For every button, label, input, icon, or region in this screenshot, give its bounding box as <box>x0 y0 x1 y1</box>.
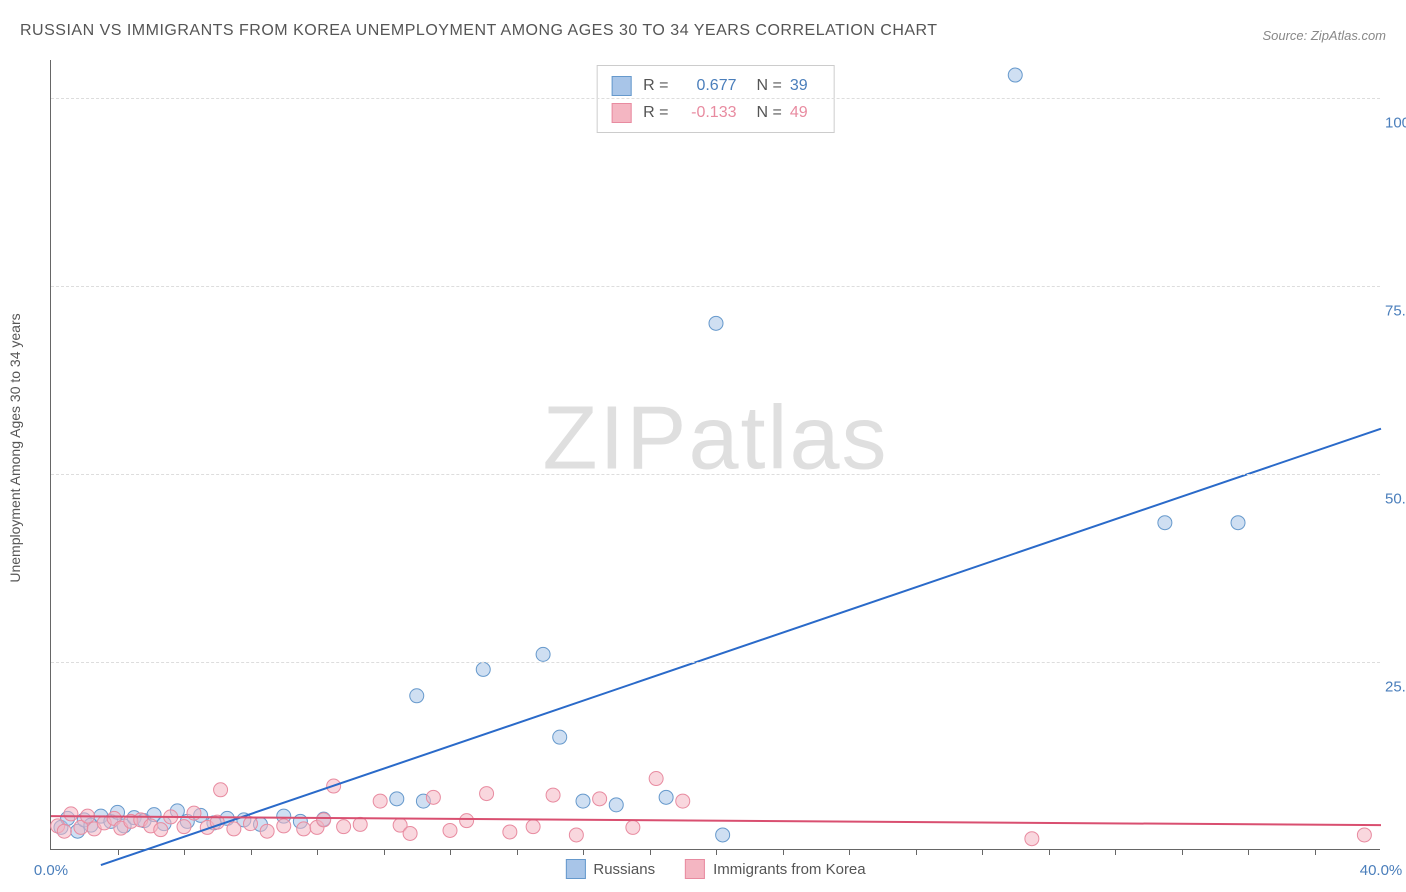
x-minor-tick <box>1115 849 1116 855</box>
data-point <box>546 788 560 802</box>
data-point <box>460 814 474 828</box>
legend-item-russians: Russians <box>565 859 655 879</box>
data-point <box>154 823 168 837</box>
y-tick-label: 25.0% <box>1385 678 1406 695</box>
data-point <box>576 794 590 808</box>
x-minor-tick <box>118 849 119 855</box>
data-point <box>569 828 583 842</box>
x-minor-tick <box>317 849 318 855</box>
data-point <box>709 316 723 330</box>
data-point <box>244 817 258 831</box>
data-point <box>410 689 424 703</box>
x-minor-tick <box>517 849 518 855</box>
data-point <box>227 822 241 836</box>
x-minor-tick <box>982 849 983 855</box>
x-minor-tick <box>184 849 185 855</box>
data-point <box>1357 828 1371 842</box>
x-minor-tick <box>783 849 784 855</box>
data-point <box>317 813 331 827</box>
x-minor-tick <box>450 849 451 855</box>
x-minor-tick <box>1315 849 1316 855</box>
grid-line <box>51 286 1380 287</box>
x-minor-tick <box>384 849 385 855</box>
legend-item-korea: Immigrants from Korea <box>685 859 866 879</box>
data-point <box>659 790 673 804</box>
y-axis-label: Unemployment Among Ages 30 to 34 years <box>7 313 23 582</box>
data-point <box>403 826 417 840</box>
x-minor-tick <box>251 849 252 855</box>
data-point <box>1231 516 1245 530</box>
grid-line <box>51 474 1380 475</box>
data-point <box>443 823 457 837</box>
data-point <box>536 647 550 661</box>
data-point <box>503 825 517 839</box>
data-point <box>277 819 291 833</box>
data-point <box>480 787 494 801</box>
data-point <box>373 794 387 808</box>
legend-label-korea: Immigrants from Korea <box>713 861 866 878</box>
x-minor-tick <box>916 849 917 855</box>
data-point <box>57 824 71 838</box>
x-tick-label: 0.0% <box>34 862 68 879</box>
data-point <box>593 792 607 806</box>
data-point <box>1158 516 1172 530</box>
data-point <box>716 828 730 842</box>
chart-svg <box>51 60 1380 849</box>
data-point <box>214 783 228 797</box>
data-point <box>426 790 440 804</box>
x-minor-tick <box>716 849 717 855</box>
data-point <box>476 662 490 676</box>
x-tick-label: 40.0% <box>1360 862 1403 879</box>
x-minor-tick <box>650 849 651 855</box>
x-minor-tick <box>1182 849 1183 855</box>
data-point <box>626 820 640 834</box>
y-tick-label: 75.0% <box>1385 302 1406 319</box>
trend-line <box>101 429 1381 865</box>
swatch-korea-bottom <box>685 859 705 879</box>
data-point <box>649 772 663 786</box>
x-minor-tick <box>1049 849 1050 855</box>
data-point <box>676 794 690 808</box>
grid-line <box>51 98 1380 99</box>
data-point <box>353 817 367 831</box>
data-point <box>390 792 404 806</box>
data-point <box>337 820 351 834</box>
swatch-russians-bottom <box>565 859 585 879</box>
chart-title: RUSSIAN VS IMMIGRANTS FROM KOREA UNEMPLO… <box>20 22 938 40</box>
data-point <box>609 798 623 812</box>
x-minor-tick <box>583 849 584 855</box>
data-point <box>64 807 78 821</box>
data-point <box>260 824 274 838</box>
chart-area: ZIPatlas R = 0.677 N = 39 R = -0.133 N =… <box>50 60 1380 850</box>
source-attribution: Source: ZipAtlas.com <box>1262 28 1386 43</box>
legend-label-russians: Russians <box>593 861 655 878</box>
y-tick-label: 100.0% <box>1385 114 1406 131</box>
data-point <box>1008 68 1022 82</box>
grid-line <box>51 662 1380 663</box>
y-tick-label: 50.0% <box>1385 490 1406 507</box>
data-point <box>553 730 567 744</box>
x-minor-tick <box>849 849 850 855</box>
data-point <box>297 822 311 836</box>
plot-box: ZIPatlas R = 0.677 N = 39 R = -0.133 N =… <box>50 60 1380 850</box>
data-point <box>1025 832 1039 846</box>
data-point <box>526 820 540 834</box>
x-minor-tick <box>1248 849 1249 855</box>
data-point <box>177 820 191 834</box>
series-legend: Russians Immigrants from Korea <box>565 859 865 879</box>
